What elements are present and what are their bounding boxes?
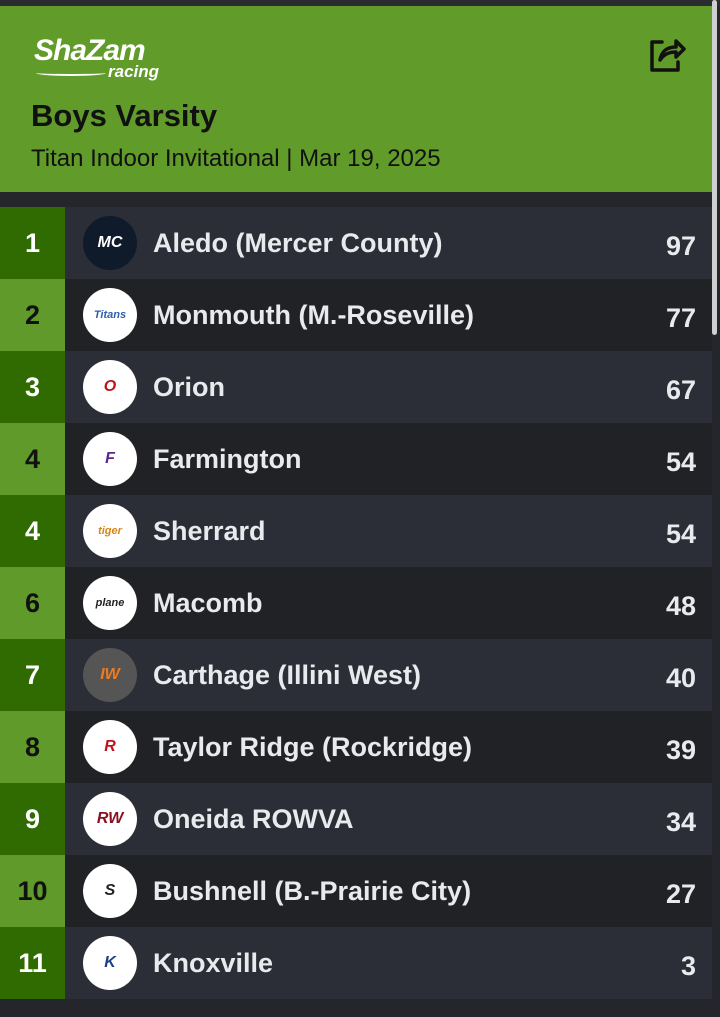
team-logo-icon: K — [83, 936, 137, 990]
team-name: Sherrard — [153, 515, 266, 546]
rank-cell: 3 — [0, 351, 65, 423]
rank-cell: 7 — [0, 639, 65, 711]
team-name: Carthage (Illini West) — [153, 659, 422, 690]
page-title: Boys Varsity — [31, 98, 218, 133]
team-score: 40 — [665, 662, 696, 693]
rank-cell: 10 — [0, 855, 65, 927]
team-logo-icon: MC — [83, 216, 137, 270]
team-score: 97 — [665, 230, 696, 261]
team-score: 48 — [665, 590, 696, 621]
team-logo-icon: IW — [83, 648, 137, 702]
team-logo-icon: Titans — [83, 288, 137, 342]
team-logo-icon: F — [83, 432, 137, 486]
rank-cell: 11 — [0, 927, 65, 999]
team-row[interactable]: 4 F Farmington 54 — [0, 423, 712, 495]
team-score: 54 — [665, 518, 696, 549]
team-row[interactable]: 6 plane Macomb 48 — [0, 567, 712, 639]
rank-cell: 9 — [0, 783, 65, 855]
team-score: 54 — [665, 446, 696, 477]
team-score: 77 — [665, 302, 696, 333]
team-logo-icon: tiger — [83, 504, 137, 558]
team-name: Bushnell (B.-Prairie City) — [153, 875, 472, 906]
meet-subtitle: Titan Indoor Invitational | Mar 19, 2025 — [31, 145, 441, 172]
team-name: Taylor Ridge (Rockridge) — [153, 731, 473, 762]
shazam-racing-logo: ShaZam racing — [34, 34, 159, 81]
team-row[interactable]: 2 Titans Monmouth (M.-Roseville) 77 — [0, 279, 712, 351]
team-row[interactable]: 11 K Knoxville 3 — [0, 927, 712, 999]
team-logo-icon: RW — [83, 792, 137, 846]
logo-text: ShaZam — [34, 34, 146, 67]
team-score: 3 — [680, 950, 696, 981]
team-logo-icon: O — [83, 360, 137, 414]
share-icon[interactable] — [646, 34, 686, 74]
team-row[interactable]: 10 S Bushnell (B.-Prairie City) 27 — [0, 855, 712, 927]
team-row[interactable]: 3 O Orion 67 — [0, 351, 712, 423]
header: ShaZam racing Boys Varsity Titan Indoor … — [0, 6, 712, 192]
rank-cell: 6 — [0, 567, 65, 639]
team-logo-icon: R — [83, 720, 137, 774]
team-logo-icon: plane — [83, 576, 137, 630]
team-row[interactable]: 8 R Taylor Ridge (Rockridge) 39 — [0, 711, 712, 783]
team-name: Macomb — [153, 587, 263, 618]
team-name: Monmouth (M.-Roseville) — [153, 299, 474, 330]
team-name: Aledo (Mercer County) — [153, 227, 443, 258]
team-row[interactable]: 9 RW Oneida ROWVA 34 — [0, 783, 712, 855]
team-standings-list: 1 MC Aledo (Mercer County) 97 2 Titans Mo… — [0, 207, 712, 999]
rank-cell: 4 — [0, 423, 65, 495]
rank-cell: 8 — [0, 711, 65, 783]
team-score: 39 — [665, 734, 696, 765]
team-row[interactable]: 7 IW Carthage (Illini West) 40 — [0, 639, 712, 711]
team-name: Orion — [153, 371, 225, 402]
team-row[interactable]: 4 tiger Sherrard 54 — [0, 495, 712, 567]
team-score: 67 — [665, 374, 696, 405]
team-score: 34 — [665, 806, 696, 837]
scrollbar[interactable] — [712, 0, 717, 335]
team-name: Farmington — [153, 443, 302, 474]
team-row[interactable]: 1 MC Aledo (Mercer County) 97 — [0, 207, 712, 279]
team-logo-icon: S — [83, 864, 137, 918]
team-name: Oneida ROWVA — [153, 803, 354, 834]
rank-cell: 1 — [0, 207, 65, 279]
team-score: 27 — [665, 878, 696, 909]
logo-subtext: racing — [108, 62, 160, 81]
rank-cell: 2 — [0, 279, 65, 351]
logo-swoosh — [36, 70, 106, 76]
team-name: Knoxville — [153, 947, 274, 978]
rank-cell: 4 — [0, 495, 65, 567]
top-strip — [0, 0, 720, 6]
